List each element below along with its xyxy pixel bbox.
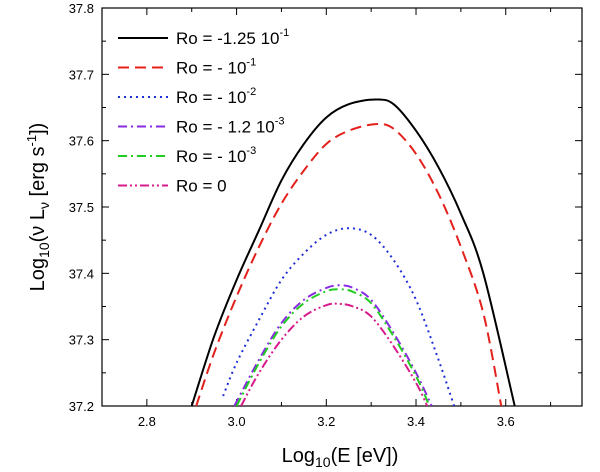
y-tick-label: 37.8 bbox=[69, 1, 94, 16]
legend-label-5: Ro = - 10-3 bbox=[176, 145, 256, 166]
x-tick-label: 3.6 bbox=[497, 414, 515, 429]
y-tick-label: 37.3 bbox=[69, 333, 94, 348]
y-tick-label: 37.7 bbox=[69, 67, 94, 82]
x-axis-title: Log10(E [eV]) bbox=[282, 445, 399, 470]
x-tick-label: 2.8 bbox=[138, 414, 156, 429]
legend: Ro = -1.25 10-1 Ro = - 10-1 Ro = - 10-2 Ro … bbox=[118, 27, 289, 196]
legend-label-3: Ro = - 10-2 bbox=[176, 86, 256, 107]
y-axis-title: Log10(ν Lν [erg s-1]) bbox=[24, 123, 52, 292]
x-tick-label: 3.2 bbox=[317, 414, 335, 429]
plot-frame bbox=[101, 7, 583, 407]
y-tick-label: 37.4 bbox=[69, 266, 94, 281]
y-tick-label: 37.6 bbox=[69, 134, 94, 149]
y-tick-label: 37.2 bbox=[69, 399, 94, 414]
legend-label-6: Ro = 0 bbox=[176, 177, 227, 196]
series-line-6 bbox=[240, 302, 429, 406]
y-tick-label: 37.5 bbox=[69, 200, 94, 215]
legend-label-2: Ro = - 10-1 bbox=[176, 57, 256, 78]
series-line-4 bbox=[233, 284, 433, 406]
legend-label-4: Ro = - 1.2 10-3 bbox=[176, 116, 285, 137]
series-line-3 bbox=[222, 227, 456, 406]
x-tick-label: 3.4 bbox=[407, 414, 425, 429]
series-line-1 bbox=[190, 98, 516, 406]
legend-label-1: Ro = -1.25 10-1 bbox=[176, 27, 289, 48]
series-line-5 bbox=[235, 288, 431, 406]
series-line-2 bbox=[195, 122, 503, 406]
x-tick-label: 3.0 bbox=[228, 414, 246, 429]
